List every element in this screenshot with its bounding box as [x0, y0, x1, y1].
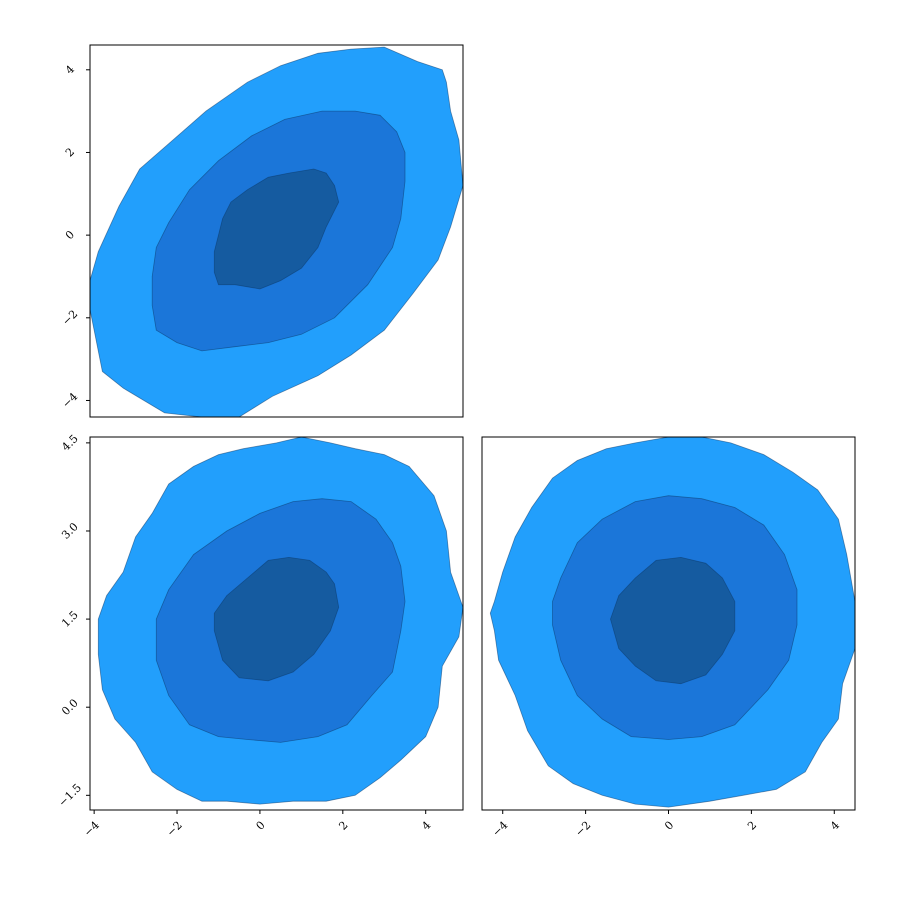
x-tick-label: 0: [662, 819, 676, 833]
y-tick-label: 3.0: [59, 520, 81, 542]
panel-bottom-left: −4 −2 0 2 4 −1.5 0.0 1.5 3.0 4.5: [56, 432, 464, 840]
contour-group: [489, 437, 855, 808]
contour-group: [90, 46, 463, 417]
y-tick-label: 0: [63, 228, 77, 242]
x-tick-label: −2: [164, 819, 185, 840]
y-tick-label: 2: [63, 145, 77, 159]
x-tick-label: 2: [336, 819, 350, 833]
y-tick-label: 0.0: [59, 696, 81, 718]
x-tick-label: −4: [81, 819, 102, 840]
x-tick-label: −4: [490, 819, 511, 840]
x-tick-label: 4: [419, 819, 433, 833]
contour-inner: [213, 168, 340, 290]
y-tick-label: −4: [60, 390, 81, 411]
x-tick-label: 2: [745, 819, 759, 833]
axes-frame: [89, 436, 464, 811]
y-tick-label: 1.5: [59, 608, 81, 630]
y-tick-label: 4: [63, 63, 77, 77]
panel-bottom-right: −4 −2 0 2 4: [481, 436, 856, 840]
contour-inner: [610, 556, 736, 685]
y-tick-label: −1.5: [56, 781, 84, 809]
y-tick-label: 4.5: [59, 432, 81, 454]
x-tick-label: 0: [254, 819, 268, 833]
y-tick-label: −2: [60, 307, 81, 328]
axes-frame: [89, 44, 464, 418]
x-tick-label: 4: [828, 819, 842, 833]
contour-inner: [213, 556, 340, 682]
panel-top-left: −4 −2 0 2 4: [60, 44, 464, 418]
contour-group: [97, 437, 463, 805]
x-tick-label: −2: [573, 819, 594, 840]
